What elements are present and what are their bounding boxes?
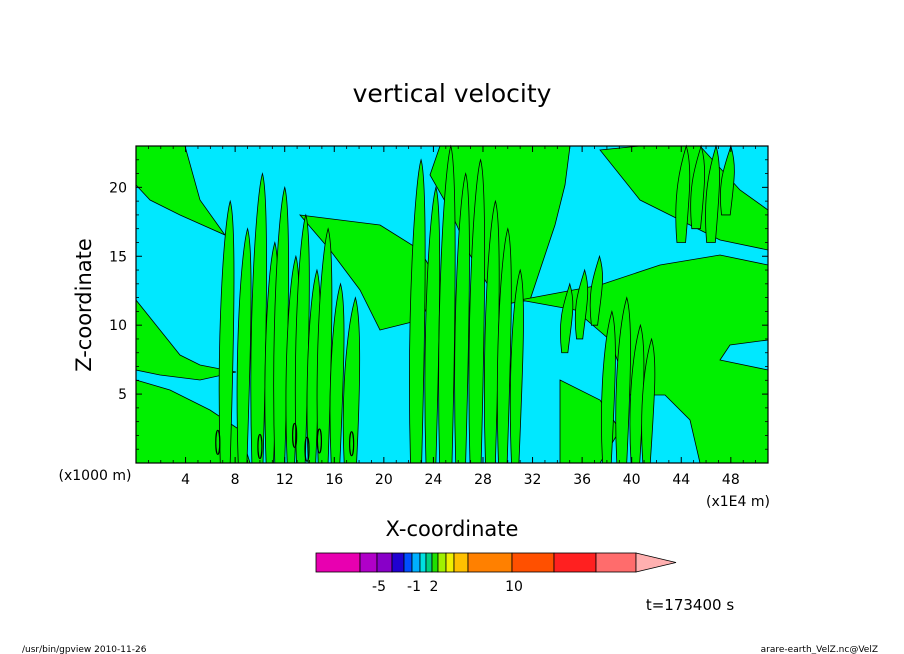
x-axis-label: X-coordinate <box>386 517 519 541</box>
x-tick-label: 8 <box>231 472 240 488</box>
velocity-band <box>468 158 485 464</box>
velocity-band <box>615 296 631 464</box>
x-tick-label: 44 <box>672 472 690 488</box>
x-tick-label: 48 <box>722 472 740 488</box>
colorbar-segment <box>425 552 433 573</box>
footer-right: arare-earth_VelZ.nc@VelZ <box>761 645 878 654</box>
colorbar-segment <box>595 552 637 573</box>
x-tick-label: 4 <box>181 472 190 488</box>
colorbar-label: -5 <box>372 579 386 595</box>
plot-frame <box>135 145 769 464</box>
velocity-band <box>236 227 252 464</box>
x-tick-label: 40 <box>623 472 641 488</box>
colorbar-segment <box>431 552 439 573</box>
contour-cluster <box>292 422 298 449</box>
colorbar-segment <box>467 552 513 573</box>
x-unit-label: (x1E4 m) <box>706 494 770 510</box>
velocity-band <box>409 158 426 464</box>
velocity-band <box>589 254 603 326</box>
contour-cluster <box>316 428 323 454</box>
colorbar-segment <box>453 552 469 573</box>
colorbar-arrow <box>635 552 677 573</box>
x-tick-label: 28 <box>474 472 492 488</box>
y-axis-label: Z-coordinate <box>72 238 96 372</box>
x-tick-label: 16 <box>325 472 343 488</box>
y-tick-label: 10 <box>109 318 127 334</box>
velocity-band <box>601 309 616 464</box>
colorbar-segment <box>419 552 427 573</box>
x-tick-label: 32 <box>524 472 542 488</box>
contour-cluster <box>349 431 355 457</box>
x-tick-label: 36 <box>573 472 591 488</box>
y-tick-label: 15 <box>109 249 127 265</box>
contour-cluster <box>215 429 221 455</box>
velocity-band <box>342 296 361 464</box>
velocity-band <box>574 268 589 340</box>
y-tick-label: 20 <box>109 180 127 196</box>
colorbar-segment <box>376 552 393 573</box>
colorbar-segment <box>437 552 447 573</box>
x-scale-label: (x1000 m) <box>59 468 132 484</box>
colorbar-segment <box>403 552 413 573</box>
footer-left: /usr/bin/gpview 2010-11-26 <box>22 645 147 654</box>
x-axis-ticks: 4 8 12 16 20 24 28 32 36 40 44 48 <box>147 146 757 488</box>
colorbar-segment <box>511 552 555 573</box>
velocity-band <box>329 282 345 464</box>
x-tick-label: 12 <box>276 472 294 488</box>
colorbar-segment <box>359 552 378 573</box>
time-label: t=173400 s <box>646 596 734 614</box>
velocity-band <box>218 199 235 464</box>
y-axis-ticks: 5 10 15 20 <box>109 159 768 450</box>
colorbar-segment <box>391 552 405 573</box>
contour-cluster <box>257 433 263 460</box>
velocity-region <box>135 298 237 381</box>
colorbar-label: -1 <box>407 579 421 595</box>
x-tick-label: 24 <box>424 472 442 488</box>
colorbar <box>315 552 677 573</box>
contour-cluster <box>304 436 310 462</box>
colorbar-segment <box>553 552 597 573</box>
velocity-bands <box>135 144 769 464</box>
velocity-band <box>641 337 656 464</box>
velocity-band <box>454 172 470 464</box>
colorbar-segment <box>445 552 455 573</box>
colorbar-segment <box>411 552 421 573</box>
colorbar-labels: -5 -1 2 10 <box>372 579 523 595</box>
velocity-band <box>559 282 574 354</box>
velocity-band <box>509 268 524 464</box>
colorbar-label: 10 <box>505 579 523 595</box>
colorbar-label: 2 <box>430 579 439 595</box>
chart-title: vertical velocity <box>353 79 552 108</box>
velocity-band <box>496 227 512 464</box>
colorbar-segment <box>315 552 361 573</box>
x-tick-label: 20 <box>375 472 393 488</box>
y-tick-label: 5 <box>118 387 127 403</box>
